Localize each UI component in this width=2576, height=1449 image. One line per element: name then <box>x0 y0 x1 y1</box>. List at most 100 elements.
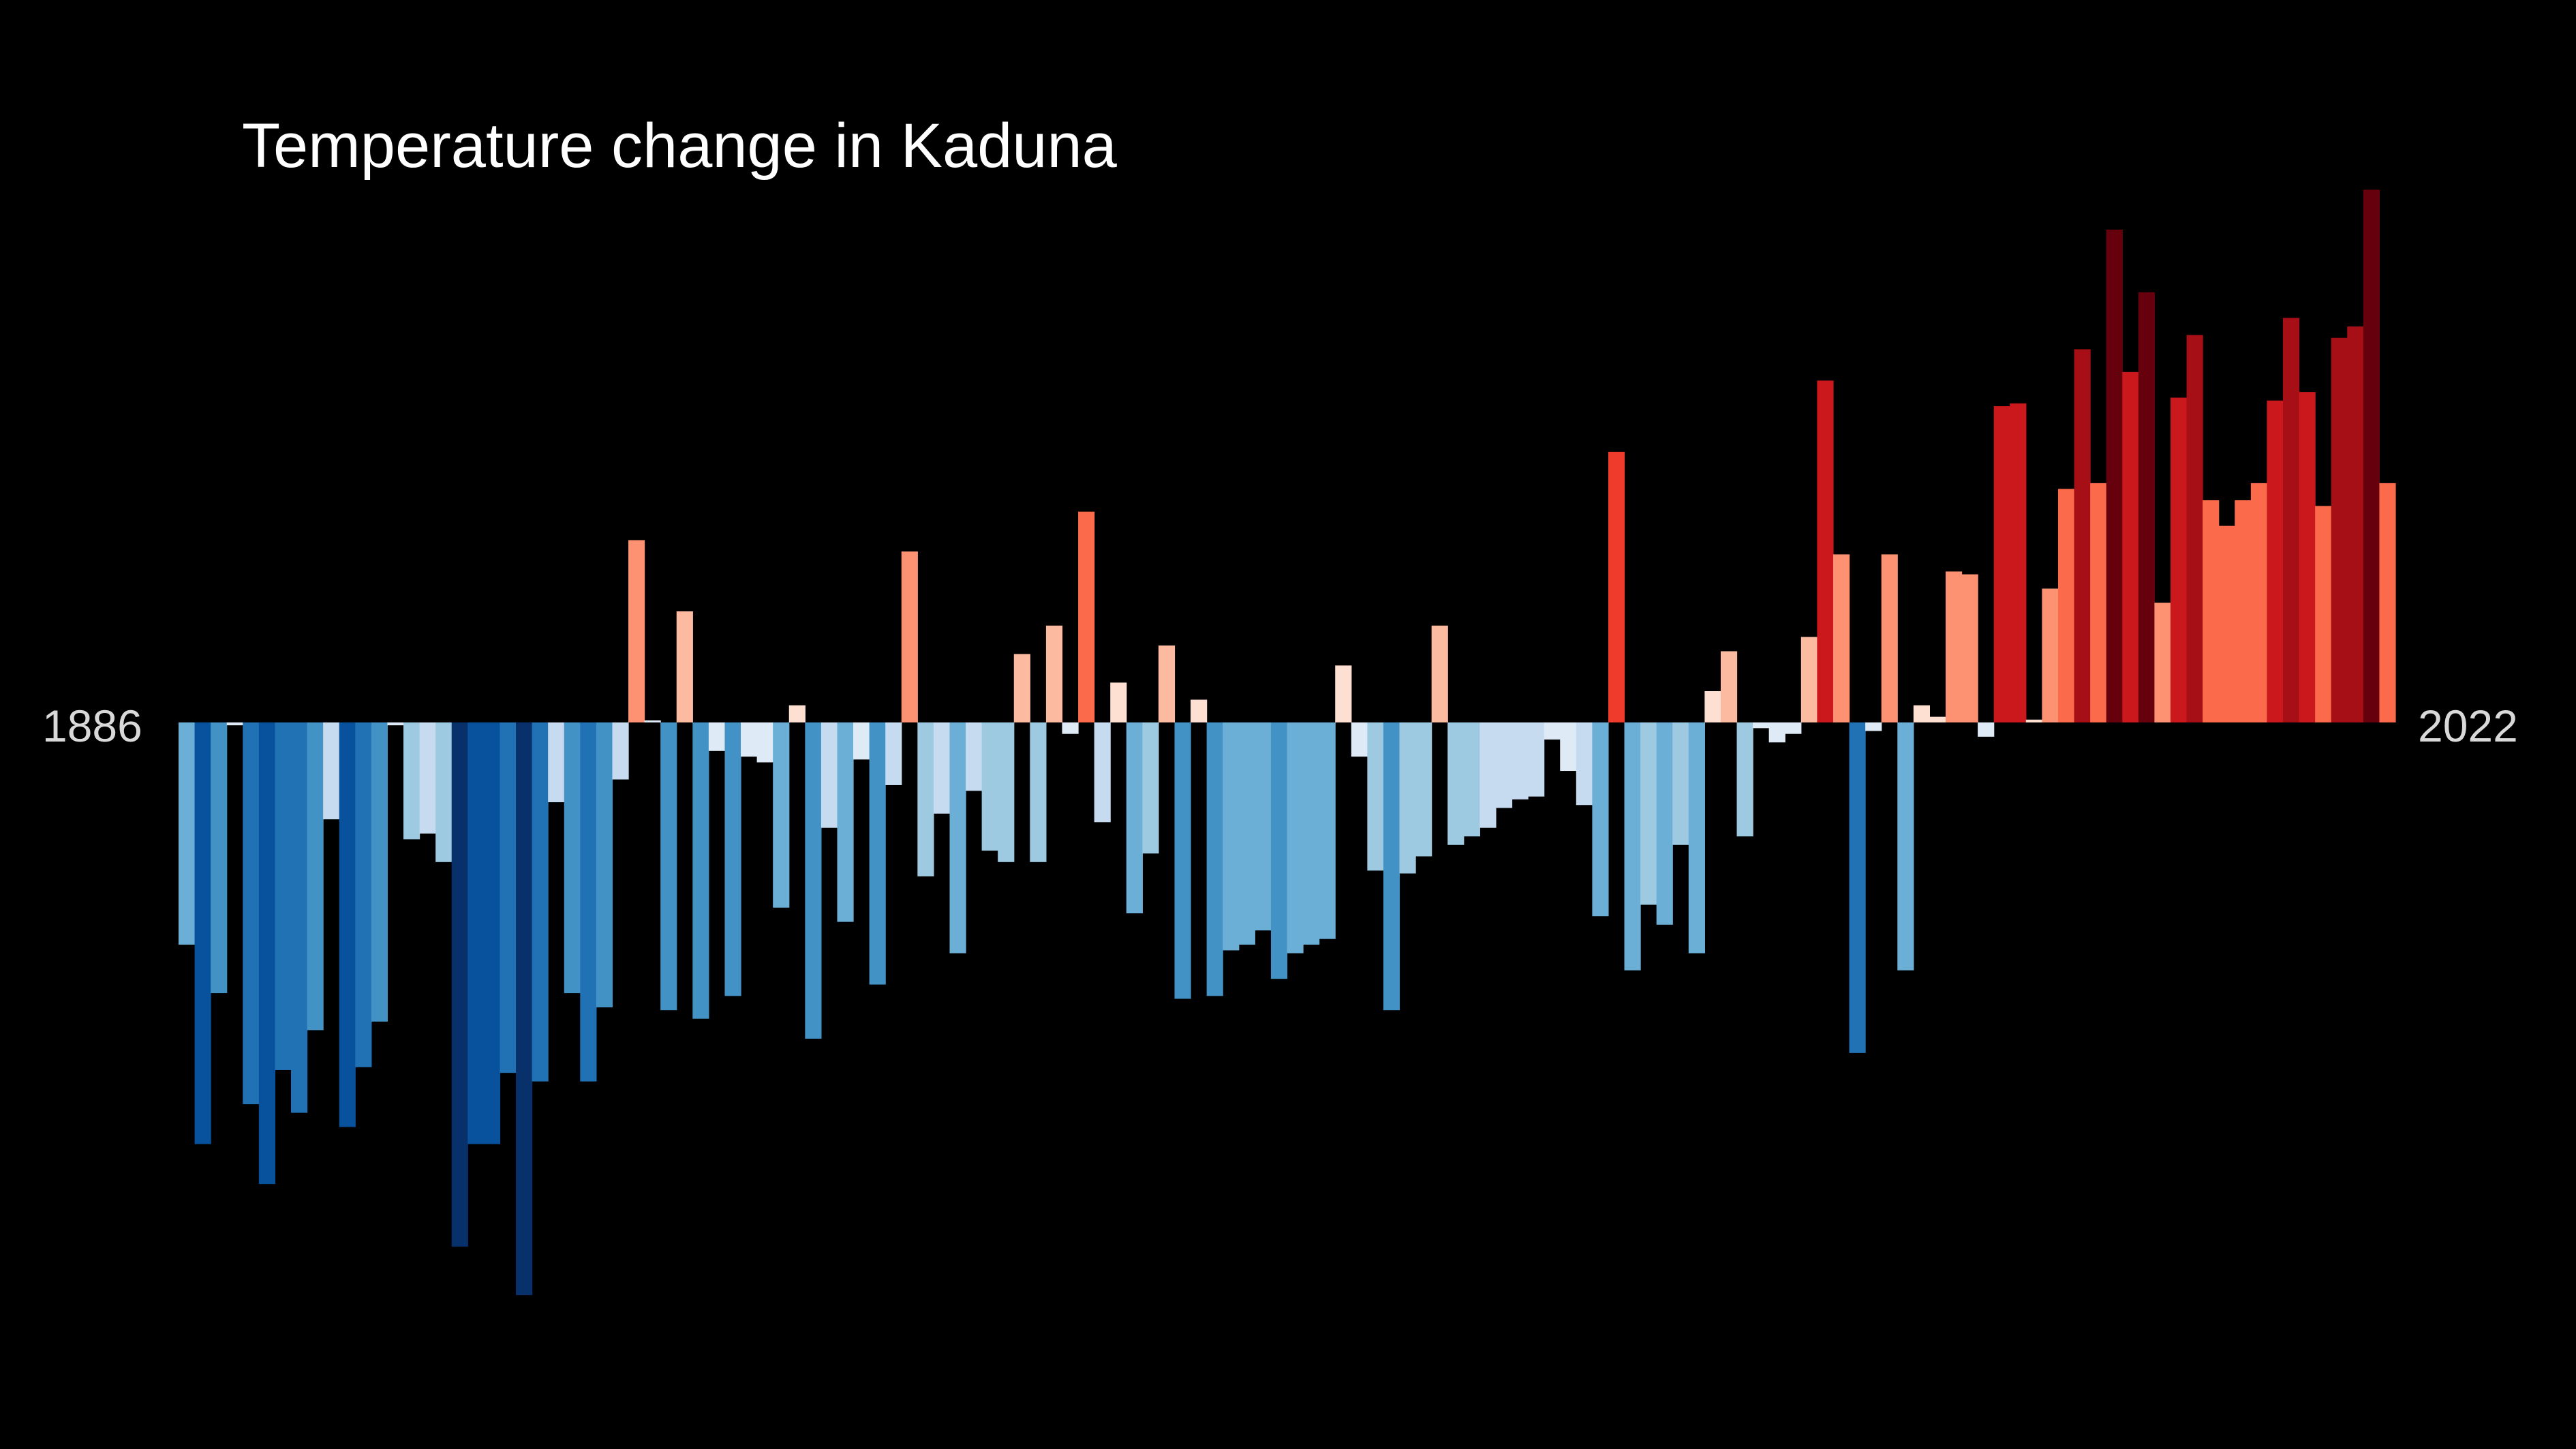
bar-1998 <box>1978 722 1995 737</box>
bar-1987 <box>1800 637 1818 722</box>
bars-group <box>179 189 2396 1296</box>
bar-1912 <box>596 722 613 1007</box>
bar-1930 <box>885 722 902 785</box>
bar-1932 <box>917 722 934 876</box>
bar-1959 <box>1351 722 1368 757</box>
bar-2009 <box>2154 603 2171 722</box>
bar-1891 <box>258 722 276 1185</box>
bar-1892 <box>275 722 292 1070</box>
bar-2012 <box>2203 500 2220 722</box>
bar-2014 <box>2235 500 2252 722</box>
bar-1971 <box>1544 722 1561 740</box>
bar-1990 <box>1849 722 1866 1053</box>
bar-1889 <box>226 722 243 726</box>
x-start-tick-label: 1886 <box>42 701 142 751</box>
chart-title: Temperature change in Kaduna <box>242 111 1118 181</box>
bar-1961 <box>1383 722 1400 1011</box>
bar-1927 <box>837 722 854 922</box>
bar-1995 <box>1929 716 1946 722</box>
bar-1969 <box>1512 722 1529 799</box>
bar-1894 <box>307 722 324 1031</box>
bar-2016 <box>2267 400 2284 722</box>
bar-1962 <box>1399 722 1416 874</box>
bar-1985 <box>1768 722 1785 743</box>
bar-1956 <box>1303 722 1320 945</box>
bar-1911 <box>580 722 597 1082</box>
bar-1933 <box>933 722 951 814</box>
bar-1965 <box>1447 722 1465 845</box>
bar-1936 <box>981 722 998 851</box>
bar-2006 <box>2106 229 2123 722</box>
bar-2000 <box>2010 403 2027 722</box>
bar-1975 <box>1608 451 1625 722</box>
bar-1957 <box>1319 722 1336 939</box>
bar-1950 <box>1206 722 1223 996</box>
bar-1921 <box>741 722 758 757</box>
bar-1914 <box>628 540 645 722</box>
bar-2007 <box>2122 371 2139 722</box>
bar-1993 <box>1897 722 1914 971</box>
bar-1966 <box>1463 722 1480 837</box>
bar-1899 <box>387 722 404 726</box>
bar-1913 <box>612 722 629 780</box>
bar-1954 <box>1270 722 1288 979</box>
bar-1973 <box>1576 722 1593 806</box>
bar-2010 <box>2170 397 2188 722</box>
bar-1948 <box>1174 722 1191 999</box>
bar-2008 <box>2138 292 2156 722</box>
bar-1958 <box>1335 665 1352 722</box>
bar-1928 <box>853 722 870 760</box>
bar-1979 <box>1672 722 1689 845</box>
bar-1909 <box>548 722 565 803</box>
bar-2001 <box>2025 719 2042 722</box>
bar-1931 <box>901 551 918 722</box>
bar-1992 <box>1881 554 1898 722</box>
bar-1903 <box>451 722 468 1247</box>
bar-1922 <box>756 722 773 763</box>
bar-1968 <box>1495 722 1513 808</box>
bar-2018 <box>2299 392 2316 722</box>
bar-1997 <box>1961 574 1978 722</box>
bar-1898 <box>371 722 388 1022</box>
bar-1904 <box>467 722 485 1144</box>
bar-2015 <box>2250 483 2268 722</box>
bar-1888 <box>211 722 228 994</box>
bar-2003 <box>2057 489 2075 722</box>
bar-1946 <box>1142 722 1159 854</box>
bar-1983 <box>1736 722 1753 837</box>
bar-1970 <box>1528 722 1545 797</box>
bar-1918 <box>692 722 709 1019</box>
bar-1924 <box>788 705 806 722</box>
bar-1910 <box>564 722 581 994</box>
bar-1974 <box>1592 722 1609 917</box>
bar-1967 <box>1479 722 1497 828</box>
bar-1923 <box>773 722 790 908</box>
bar-1886 <box>179 722 196 945</box>
bar-1896 <box>339 722 356 1127</box>
bar-2019 <box>2315 506 2332 722</box>
bar-1920 <box>724 722 741 996</box>
bar-1937 <box>998 722 1015 862</box>
bar-1945 <box>1126 722 1143 914</box>
bar-1901 <box>419 722 436 834</box>
bar-1982 <box>1720 651 1738 722</box>
bar-1929 <box>869 722 886 985</box>
bar-2021 <box>2347 326 2364 723</box>
bar-2022 <box>2363 189 2380 723</box>
bar-1893 <box>291 722 308 1113</box>
bar-1943 <box>1094 722 1111 823</box>
bar-1925 <box>805 722 822 1039</box>
bar-2004 <box>2074 349 2091 722</box>
bar-1902 <box>435 722 453 862</box>
bar-1977 <box>1640 722 1657 905</box>
bar-1935 <box>966 722 983 791</box>
bar-1978 <box>1656 722 1673 925</box>
bar-1963 <box>1415 722 1432 857</box>
bar-1972 <box>1560 722 1577 772</box>
bar-1955 <box>1287 722 1304 954</box>
bar-1907 <box>516 722 533 1296</box>
bar-1964 <box>1431 625 1448 722</box>
bar-2005 <box>2090 483 2107 722</box>
bar-1890 <box>243 722 260 1105</box>
